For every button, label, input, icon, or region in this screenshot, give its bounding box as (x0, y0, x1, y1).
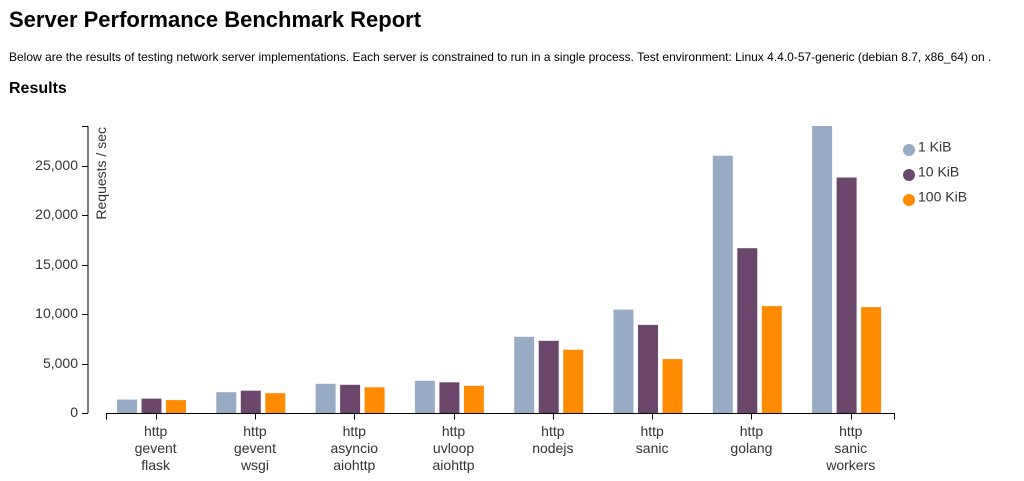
legend-item: 10 KiB (903, 164, 959, 181)
bar (613, 309, 634, 413)
bar (414, 380, 435, 413)
legend-item: 1 KiB (903, 139, 951, 156)
bar (538, 340, 559, 413)
bar-group (414, 380, 484, 413)
x-tick-label-line: asyncio (331, 440, 379, 456)
y-tick-label: 5,000 (43, 355, 78, 371)
legend-swatch (903, 194, 915, 206)
bar (166, 400, 186, 413)
bar (836, 177, 857, 413)
bar (563, 349, 584, 413)
bar (761, 306, 782, 413)
x-tick-label-line: http (243, 423, 267, 439)
x-tick-label: http nodejs (532, 423, 573, 456)
intro-paragraph: Below are the results of testing network… (9, 50, 992, 64)
bar (117, 399, 137, 413)
x-tick-label: http sanic workers (825, 423, 875, 473)
x-tick-label-line: gevent (135, 440, 177, 456)
bar (340, 384, 361, 413)
bar (812, 126, 833, 413)
bar-group (315, 383, 385, 413)
bar (712, 155, 733, 413)
x-tick-label-line: gevent (234, 440, 276, 456)
y-tick-label: 10,000 (35, 305, 78, 321)
bar (861, 307, 882, 413)
legend-label: 10 KiB (918, 164, 959, 180)
x-tick-label-line: http (640, 423, 664, 439)
legend-swatch (903, 169, 915, 181)
bar (141, 398, 162, 413)
bar-group (812, 126, 882, 413)
bar (364, 387, 385, 413)
x-tick-label-line: http (442, 423, 466, 439)
x-tick-label: http asyncio aiohttp (331, 423, 379, 473)
y-tick-label: 20,000 (35, 206, 78, 222)
x-tick-label: http gevent wsgi (234, 423, 276, 473)
bar-group (613, 309, 683, 413)
page-title: Server Performance Benchmark Report (9, 7, 422, 32)
y-axis-label: Requests / sec (93, 127, 109, 220)
x-tick-label-line: wsgi (240, 457, 269, 473)
x-tick-label-line: aiohttp (333, 457, 375, 473)
bar-group (216, 390, 286, 413)
x-tick-label-line: sanic (834, 440, 867, 456)
bar (737, 248, 758, 413)
y-tick-label: 15,000 (35, 256, 78, 272)
bar (463, 385, 484, 413)
bar (662, 359, 683, 413)
x-tick-label: http sanic (636, 423, 669, 456)
legend-label: 100 KiB (918, 189, 967, 205)
bar (315, 383, 336, 413)
bar-groups (117, 126, 882, 413)
bar (216, 392, 237, 413)
x-tick-label-line: http (541, 423, 565, 439)
x-tick-label: http golang (730, 423, 772, 456)
x-tick-label: http gevent flask (135, 423, 177, 473)
legend-swatch (903, 144, 915, 156)
results-heading: Results (9, 80, 67, 97)
legend-label: 1 KiB (918, 139, 951, 155)
x-tick-label-line: http (343, 423, 367, 439)
x-tick-label-line: sanic (636, 440, 669, 456)
legend-item: 100 KiB (903, 189, 967, 206)
x-tick-label-line: workers (825, 457, 875, 473)
x-tick-label-line: http (144, 423, 168, 439)
y-tick-label: 0 (70, 404, 78, 420)
x-tick-label-line: nodejs (532, 440, 573, 456)
bar-group (514, 336, 584, 413)
x-tick-label-line: flask (141, 457, 171, 473)
y-tick-label: 25,000 (35, 157, 78, 173)
bar-group (712, 155, 782, 413)
x-tick-label-line: golang (730, 440, 772, 456)
x-tick-label-line: uvloop (433, 440, 474, 456)
x-tick-label-line: http (740, 423, 764, 439)
y-axis: 0 5,000 10,000 15,000 20,000 25,000 Requests /… (35, 126, 109, 420)
bar-group (117, 398, 186, 413)
bar (638, 324, 658, 413)
x-tick-label-line: aiohttp (433, 457, 475, 473)
x-tick-label-line: http (839, 423, 863, 439)
bar (240, 390, 261, 413)
x-tick-label: http uvloop aiohttp (433, 423, 475, 473)
bar (265, 393, 286, 413)
chart-legend: 1 KiB 10 KiB 100 KiB (903, 139, 967, 206)
bar (514, 336, 535, 413)
bar (439, 382, 460, 413)
